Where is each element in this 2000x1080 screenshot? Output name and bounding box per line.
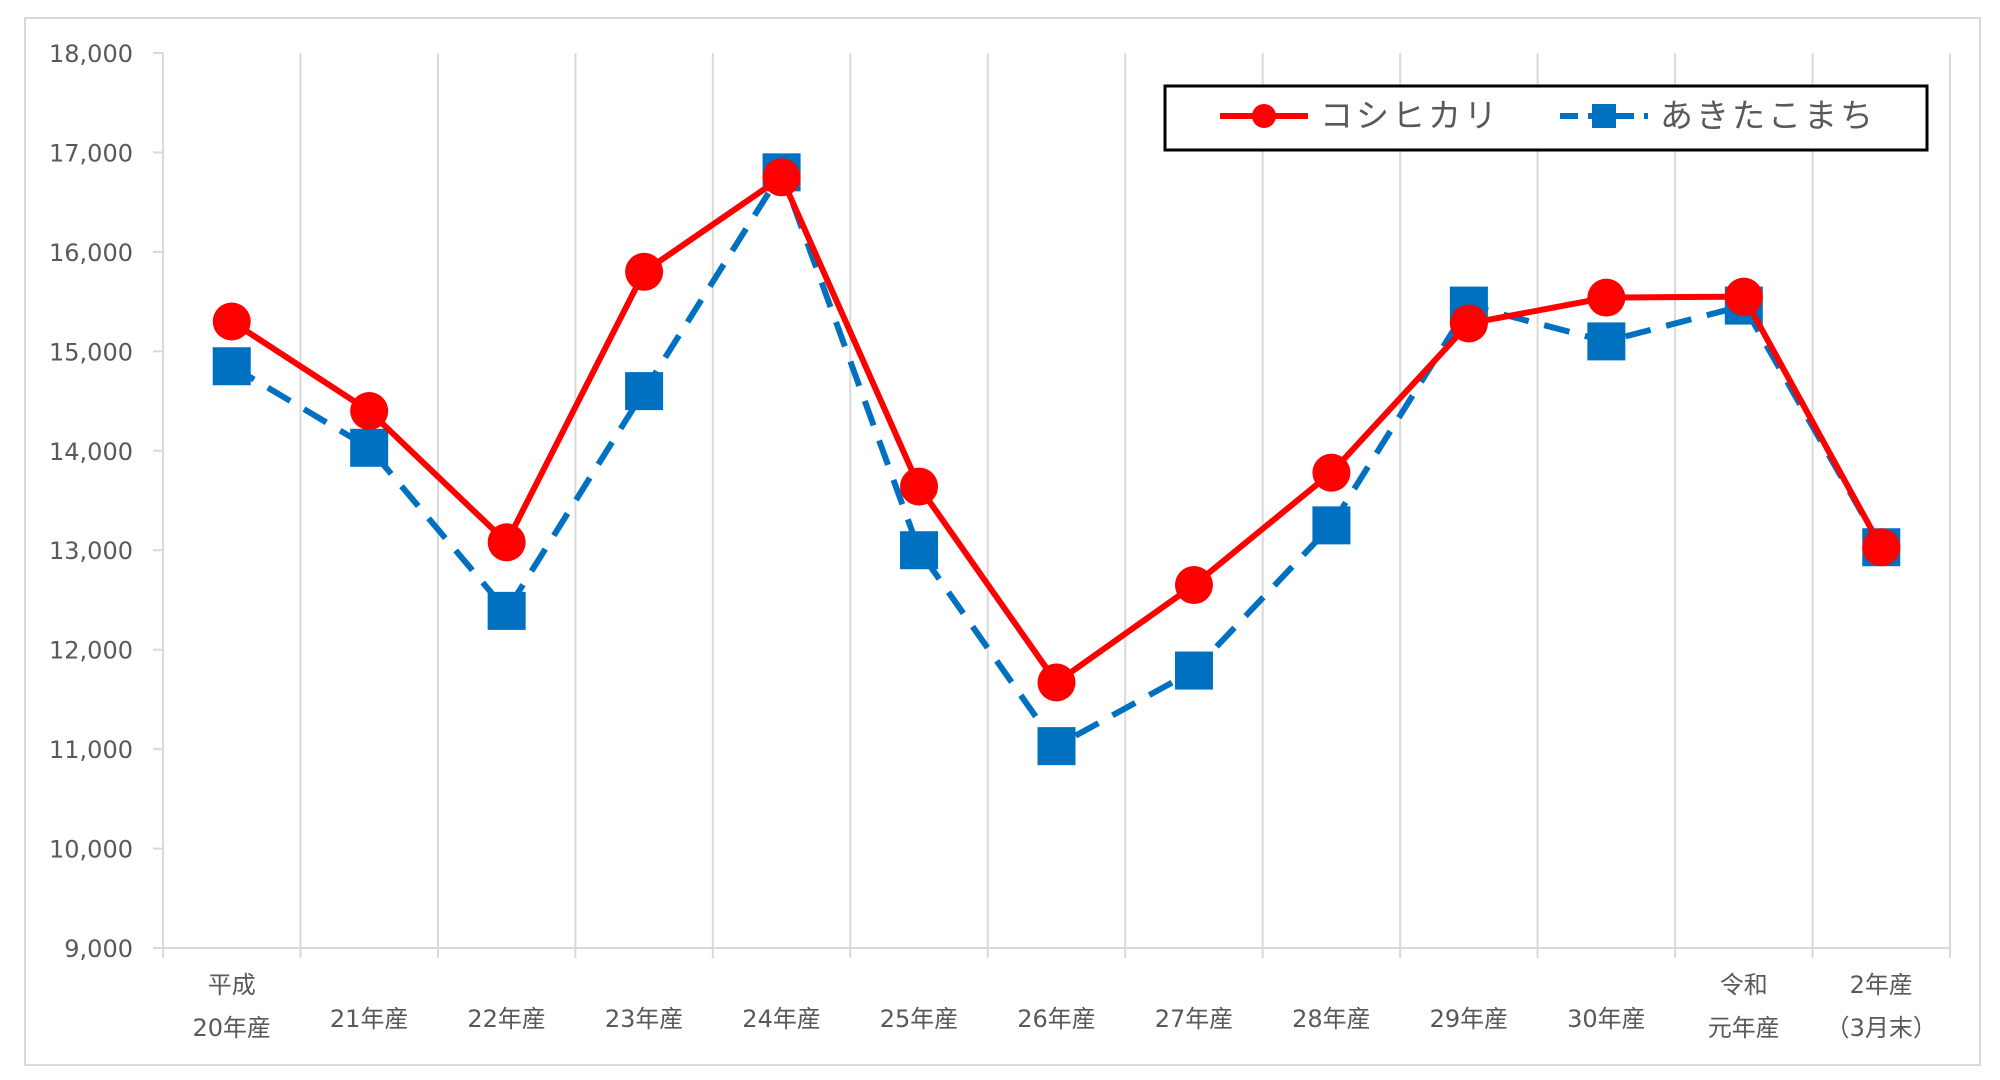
x-tick-label: 2年産 [1850, 971, 1913, 999]
data-point [1724, 277, 1763, 316]
data-series [212, 153, 1901, 766]
y-tick-label: 16,000 [49, 239, 133, 267]
data-point [350, 392, 389, 430]
data-point [625, 372, 664, 411]
data-point [900, 467, 939, 506]
data-point [350, 428, 389, 467]
data-point [1862, 528, 1901, 567]
y-axis-tick-labels: 9,000 10,000 11,000 12,000 13,000 14,000 15,00… [49, 40, 133, 963]
x-tick-label: 20年産 [192, 1014, 271, 1042]
x-tick-label: 21年産 [330, 1005, 409, 1033]
data-point [1174, 651, 1213, 690]
legend-label-akitakomachi: あきたこまち [1660, 96, 1876, 135]
data-point [212, 347, 251, 386]
x-tick-label: 29年産 [1430, 1005, 1509, 1033]
gridlines [299, 53, 1951, 948]
series-akitakomachi [212, 153, 1901, 766]
data-point [900, 531, 939, 570]
y-tick-label: 11,000 [49, 736, 133, 764]
x-tick-label: （3月末） [1826, 1014, 1937, 1042]
data-point [1174, 566, 1213, 605]
data-point [487, 523, 526, 562]
x-tick-label: 令和 [1720, 971, 1768, 999]
y-tick-label: 12,000 [49, 637, 133, 665]
x-tick-label: 平成 [208, 971, 256, 999]
x-tick-label: 27年産 [1155, 1005, 1234, 1033]
x-tick-label: 28年産 [1292, 1005, 1371, 1033]
legend-marker-koshihikari [1252, 104, 1276, 128]
legend: コシヒカリ あきたこまち [1163, 84, 1929, 152]
data-point [1312, 453, 1351, 492]
chart-frame [24, 17, 1981, 1066]
data-point [1587, 278, 1626, 317]
x-tick-label: 22年産 [467, 1005, 546, 1033]
data-point [1037, 663, 1076, 702]
data-point [625, 252, 664, 291]
y-tick-label: 18,000 [49, 40, 133, 68]
x-tick-label: 30年産 [1567, 1005, 1646, 1033]
x-tick-label: 26年産 [1017, 1005, 1096, 1033]
data-point [212, 302, 251, 341]
x-tick-label: 23年産 [605, 1005, 684, 1033]
x-axis-tick-labels: 平成 20年産 21年産 22年産 23年産 24年産 25年産 26年産 27年産 28年産 29… [192, 971, 1936, 1042]
data-point [1312, 506, 1351, 545]
y-tick-label: 10,000 [49, 836, 133, 864]
x-tick-label: 25年産 [880, 1005, 959, 1033]
legend-marker-akitakomachi [1592, 104, 1616, 128]
axes [153, 52, 1951, 958]
series-koshihikari [212, 158, 1901, 702]
y-tick-label: 17,000 [49, 139, 133, 167]
data-point [762, 158, 801, 197]
y-tick-label: 9,000 [64, 935, 133, 963]
legend-label-koshihikari: コシヒカリ [1320, 96, 1500, 135]
data-point [487, 591, 526, 630]
x-tick-label: 元年産 [1708, 1014, 1780, 1042]
data-point [1449, 304, 1488, 343]
y-tick-label: 15,000 [49, 338, 133, 366]
y-tick-label: 13,000 [49, 537, 133, 565]
data-point [1587, 322, 1626, 361]
data-point [1037, 727, 1076, 766]
x-tick-label: 24年産 [742, 1005, 821, 1033]
y-tick-label: 14,000 [49, 438, 133, 466]
